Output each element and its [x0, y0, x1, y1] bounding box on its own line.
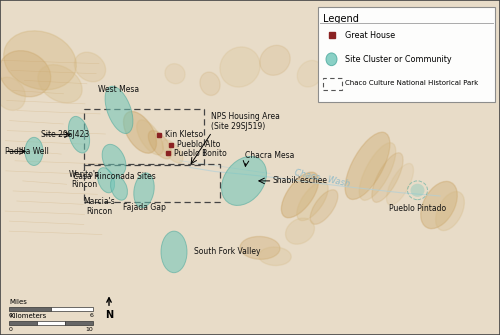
Ellipse shape: [200, 72, 220, 95]
Text: Pueblo Bonito: Pueblo Bonito: [174, 149, 227, 158]
Text: Casa Rinconada Sites: Casa Rinconada Sites: [72, 172, 156, 181]
Ellipse shape: [124, 112, 156, 153]
Text: 10: 10: [85, 327, 93, 332]
Text: West Mesa: West Mesa: [98, 85, 140, 94]
Text: Pueblo Pintado: Pueblo Pintado: [389, 204, 446, 213]
Text: Shabik'eschee: Shabik'eschee: [272, 177, 328, 185]
Ellipse shape: [98, 168, 114, 193]
Ellipse shape: [240, 237, 280, 259]
Ellipse shape: [286, 218, 314, 244]
Text: Chaco   Wash: Chaco Wash: [294, 168, 351, 189]
Ellipse shape: [259, 247, 291, 266]
Ellipse shape: [372, 153, 403, 202]
Ellipse shape: [134, 173, 154, 208]
Ellipse shape: [282, 172, 319, 218]
Ellipse shape: [38, 65, 82, 103]
Ellipse shape: [25, 137, 43, 165]
Bar: [65, 321, 93, 325]
Ellipse shape: [345, 132, 390, 199]
Text: Chaco Culture National Historical Park: Chaco Culture National Historical Park: [345, 80, 478, 86]
Ellipse shape: [0, 77, 26, 111]
Text: Legend: Legend: [324, 14, 360, 24]
Ellipse shape: [102, 144, 126, 176]
Text: Miles: Miles: [9, 299, 27, 305]
Ellipse shape: [110, 176, 128, 200]
Text: Padilla Well: Padilla Well: [5, 147, 49, 156]
Ellipse shape: [148, 131, 172, 159]
Ellipse shape: [410, 184, 424, 197]
Text: Kin Kletso: Kin Kletso: [165, 130, 203, 139]
Ellipse shape: [326, 53, 337, 66]
Ellipse shape: [0, 51, 51, 97]
Ellipse shape: [165, 64, 185, 84]
Text: Chacra Mesa: Chacra Mesa: [245, 151, 294, 160]
Bar: [322, 78, 342, 90]
Bar: [318, 7, 495, 102]
Ellipse shape: [105, 86, 133, 134]
Bar: [84, 164, 220, 202]
Bar: [84, 109, 204, 165]
Ellipse shape: [4, 31, 76, 90]
Text: 0: 0: [9, 313, 13, 318]
Text: Kilometers: Kilometers: [9, 313, 46, 319]
Bar: [51, 307, 93, 311]
Ellipse shape: [222, 156, 266, 205]
Ellipse shape: [161, 231, 187, 273]
Bar: [9, 321, 37, 325]
Ellipse shape: [220, 47, 260, 87]
Ellipse shape: [310, 190, 338, 224]
Ellipse shape: [297, 181, 328, 221]
Ellipse shape: [136, 120, 164, 155]
Ellipse shape: [386, 163, 413, 205]
Bar: [37, 321, 65, 325]
Bar: [9, 307, 51, 311]
Text: South Fork Valley: South Fork Valley: [194, 248, 260, 256]
Text: Great House: Great House: [345, 31, 395, 40]
Text: Werito's
Rincon: Werito's Rincon: [69, 170, 100, 189]
Text: Site 29SJ423: Site 29SJ423: [41, 130, 89, 139]
Text: Site Cluster or Community: Site Cluster or Community: [345, 55, 452, 64]
Ellipse shape: [260, 45, 290, 75]
Text: Fajada Gap: Fajada Gap: [122, 203, 166, 212]
Text: Pueblo Alto: Pueblo Alto: [177, 140, 220, 149]
Ellipse shape: [162, 140, 183, 163]
Ellipse shape: [420, 181, 458, 229]
Ellipse shape: [68, 116, 89, 153]
Text: Marcia's
Rincon: Marcia's Rincon: [83, 197, 115, 216]
Text: NPS Housing Area
(Site 29SJ519): NPS Housing Area (Site 29SJ519): [211, 112, 280, 131]
Ellipse shape: [359, 143, 396, 200]
Text: 6: 6: [89, 313, 93, 318]
Text: 0: 0: [9, 327, 13, 332]
Ellipse shape: [297, 60, 323, 87]
Text: N: N: [105, 310, 113, 320]
Ellipse shape: [74, 52, 106, 82]
Ellipse shape: [436, 192, 464, 230]
